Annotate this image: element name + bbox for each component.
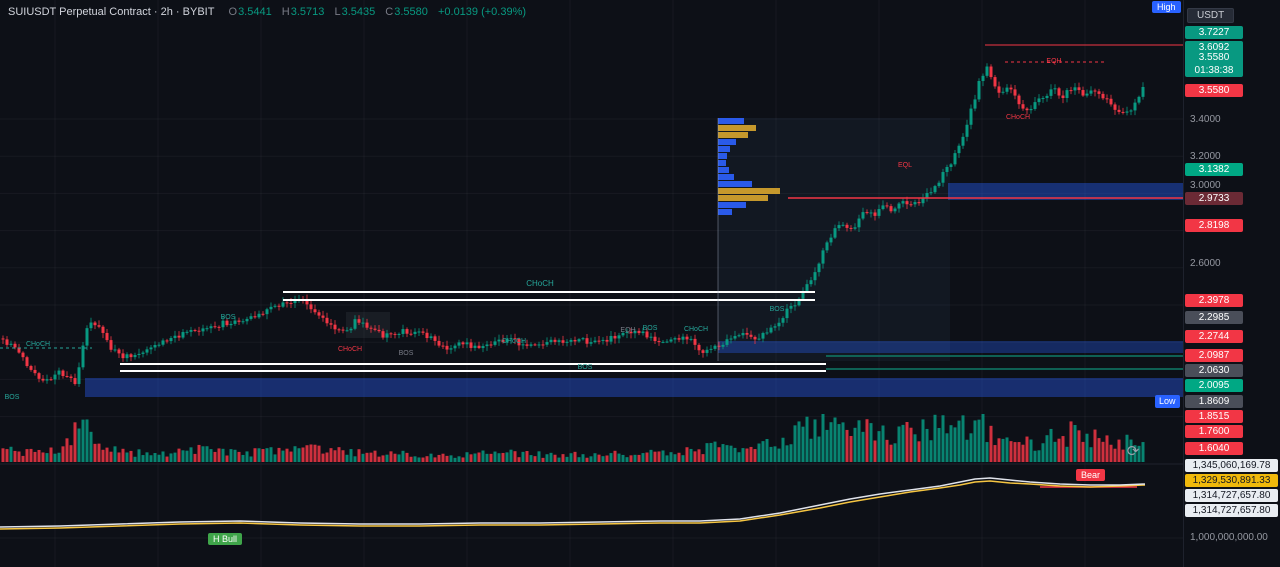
low-label: L [334,6,341,18]
indicator-lines [0,477,1146,530]
price-axis-label: 2.0095 [1185,379,1243,392]
price-axis-label: 2.0987 [1185,349,1243,362]
price-axis-label: 3.5580 01:38:38 [1185,50,1243,77]
close-value: 3.5580 [394,6,428,18]
symbol-title[interactable]: SUIUSDT Perpetual Contract · 2h · BYBIT [8,6,215,18]
main-chart[interactable]: CHoCH BOS CHoCH BOS CHoCH BOS EQH BOS CHoCH BOS EQ… [0,0,1183,567]
price-axis[interactable]: USDT 3.7227 3.6092 3.5580 01:38:38 3.5580 3.4… [1155,0,1280,567]
volume-profile [718,118,780,215]
volume-bars [1,414,1145,462]
structure-labels: CHoCH BOS CHoCH BOS CHoCH BOS EQH BOS CHoCH BOS EQ… [5,58,1062,401]
chart-annotation-bos: BOS [399,350,414,357]
price-axis-label: 1.8515 [1185,410,1243,423]
price-axis-label: 1,314,727,657.80 [1185,504,1278,517]
chart-annotation-choch: CHoCH [526,279,554,288]
chart-annotation-eqh: EQH [1046,58,1061,65]
price-axis-label: 2.8198 [1185,219,1243,232]
bear-label: Bear [1076,469,1106,481]
price-axis-label: 1,329,530,891.33 [1185,474,1278,487]
chart-annotation-bos: BOS [643,325,658,332]
price-axis-label: 1,314,727,657.80 [1185,489,1278,502]
chart-annotation-choch: CHoCH [1006,114,1030,121]
price-axis-label: 3.1382 [1185,163,1243,176]
price-axis-label: 2.6000 [1190,258,1221,269]
chart-annotation-bos: BOS [578,364,593,371]
drawn-lines [0,44,1183,488]
price-axis-label: 2.0630 [1185,364,1243,377]
range-box[interactable] [718,118,950,361]
chart-legend: SUIUSDT Perpetual Contract · 2h · BYBIT … [8,6,526,18]
high-label: H [281,6,290,18]
chart-annotation-bos: BOS [770,306,785,313]
bull-label: H Bull [208,533,243,545]
open-value: 3.5441 [238,6,272,18]
chart-annotation-eqh: EQH [620,327,635,334]
demand-zone[interactable] [85,378,1183,397]
price-axis-label: 3.5580 [1185,84,1243,97]
chart-annotation-bos: BOS [5,394,20,401]
price-axis-label: 2.9733 [1185,192,1243,205]
price-axis-label: 1.7600 [1185,425,1243,438]
candles [1,63,1145,387]
chart-annotation-choch: CHoCH [338,346,362,353]
low-marker-badge: Low [1155,395,1180,408]
zones [85,118,1183,397]
high-marker-badge: High [1152,1,1181,13]
supply-zone[interactable] [948,183,1183,200]
high-value: 3.5713 [290,6,325,18]
price-axis-label: 2.2744 [1185,330,1243,343]
refresh-icon[interactable]: ⟳ [1126,443,1140,460]
close-label: C [385,6,394,18]
price-axis-label: 3.7227 [1185,26,1243,39]
price-axis-label: 1,000,000,000.00 [1190,532,1268,543]
mid-zone[interactable] [718,341,1183,353]
price-axis-label: 3.0000 [1190,180,1221,191]
chart-annotation-bos: BOS [221,314,236,321]
price-axis-label: 1.6040 [1185,442,1243,455]
price-axis-label: 2.3978 [1185,294,1243,307]
price-axis-label: 1,345,060,169.78 [1185,459,1278,472]
chart-annotation-choch: CHoCH [26,341,50,348]
price-axis-label: 3.2000 [1190,151,1221,162]
price-axis-label: Low 1.8609 [1155,395,1243,408]
price-axis-label: 3.4000 [1190,114,1221,125]
chart-annotation-eql: EQL [898,162,912,169]
low-value: 3.5435 [341,6,376,18]
change-value: +0.0139 (+0.39%) [437,6,527,18]
currency-toggle-button[interactable]: USDT [1187,8,1235,23]
chart-annotation-choch: CHoCH [502,338,526,345]
price-axis-label: 2.2985 [1185,311,1243,324]
open-label: O [228,6,238,18]
chart-annotation-choch: CHoCH [684,326,708,333]
